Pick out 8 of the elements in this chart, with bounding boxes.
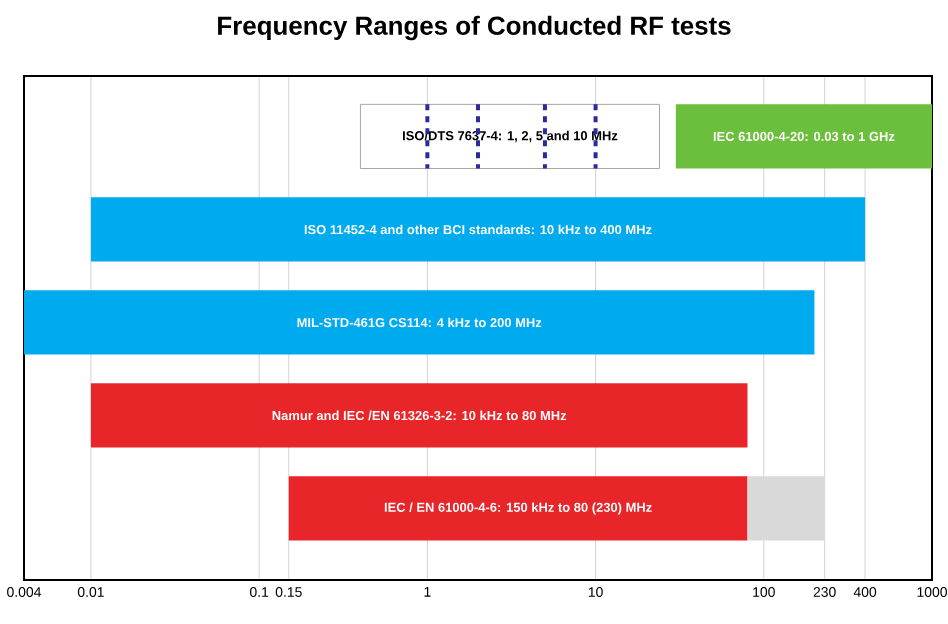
bar	[359, 103, 661, 170]
bar	[90, 197, 866, 262]
chart-title: Frequency Ranges of Conducted RF tests	[218, 15, 731, 41]
bar	[23, 290, 815, 355]
bar	[288, 476, 748, 541]
bar	[747, 476, 825, 541]
bar	[90, 383, 748, 448]
bar	[675, 104, 933, 169]
